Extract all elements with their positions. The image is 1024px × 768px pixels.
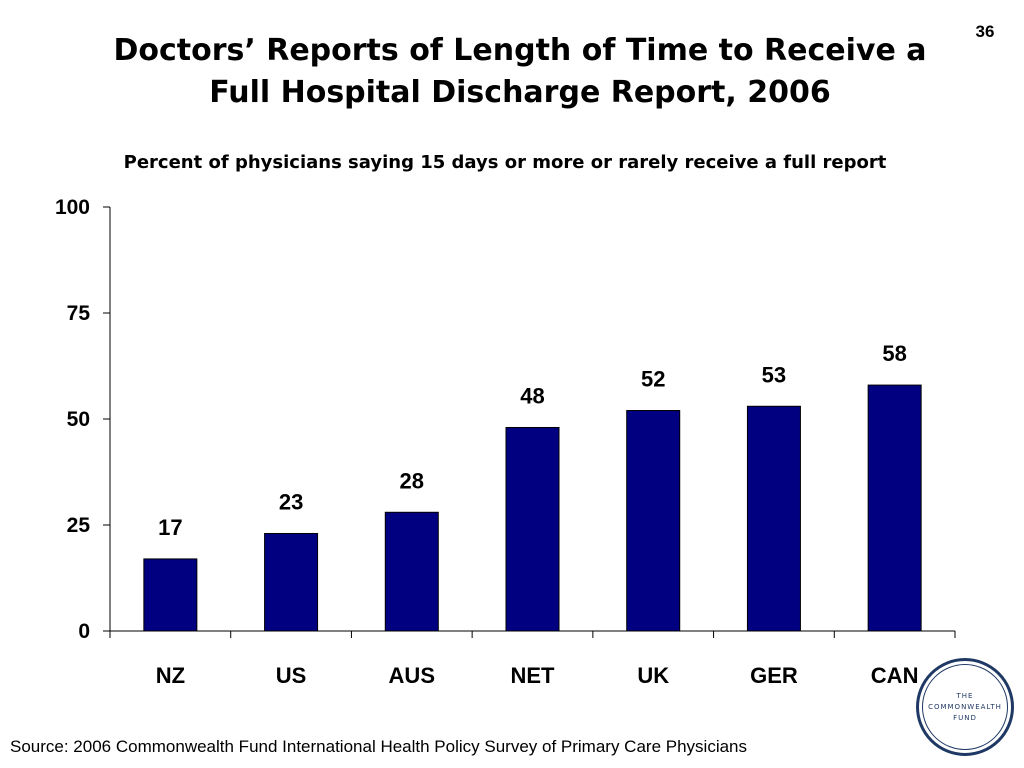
x-tick-label: CAN <box>871 663 919 688</box>
bar-net <box>505 426 560 632</box>
data-label: 28 <box>400 468 424 493</box>
bar-chart: 0 25 50 75 100 17 NZ 23 US 28 AUS 48 NET 52 UK 53 GER 58 C… <box>55 196 956 688</box>
bar-us <box>264 532 319 632</box>
x-tick-label: GER <box>750 663 798 688</box>
data-label: 53 <box>762 362 786 387</box>
chart-labels: 0 25 50 75 100 17 NZ 23 US 28 AUS 48 NET 52 UK 53 GER 58 C… <box>55 196 919 688</box>
x-tick-label: NZ <box>156 663 185 688</box>
slide-number: 36 <box>975 22 995 41</box>
bar-aus <box>384 511 439 632</box>
data-label: 52 <box>641 367 665 392</box>
bar-nz <box>143 558 198 632</box>
y-tick-label: 25 <box>67 514 91 537</box>
chart-subtitle: Percent of physicians saying 15 days or … <box>123 152 887 173</box>
y-tick-label: 50 <box>67 408 90 431</box>
y-tick-label: 100 <box>55 196 90 219</box>
y-tick-label: 0 <box>78 620 90 643</box>
logo-text-line-3: FUND <box>953 713 977 722</box>
x-tick-label: AUS <box>389 663 435 688</box>
bar-can <box>867 384 922 632</box>
chart-title-line-2: Full Hospital Discharge Report, 2006 <box>209 75 831 110</box>
logo-text-line-2: COMMONWEALTH <box>928 702 1002 711</box>
x-tick-label: US <box>276 663 307 688</box>
data-label: 48 <box>520 383 544 408</box>
x-tick-label: UK <box>637 663 669 688</box>
x-tick-label: NET <box>511 663 556 688</box>
chart-title-line-1: Doctors’ Reports of Length of Time to Re… <box>113 33 927 68</box>
y-tick-label: 75 <box>67 302 91 325</box>
logo-ring: THE COMMONWEALTH FUND <box>922 664 1008 750</box>
data-label: 17 <box>158 515 182 540</box>
chart-title: Doctors’ Reports of Length of Time to Re… <box>40 30 1000 114</box>
bar-uk <box>626 410 681 632</box>
data-label: 58 <box>882 341 906 366</box>
commonwealth-fund-logo: THE COMMONWEALTH FUND <box>916 658 1014 756</box>
logo-text-line-1: THE <box>956 691 974 700</box>
source-note: Source: 2006 Commonwealth Fund Internati… <box>10 737 748 756</box>
bar-ger <box>746 405 801 632</box>
data-label: 23 <box>279 489 303 514</box>
chart-bars <box>143 384 922 632</box>
